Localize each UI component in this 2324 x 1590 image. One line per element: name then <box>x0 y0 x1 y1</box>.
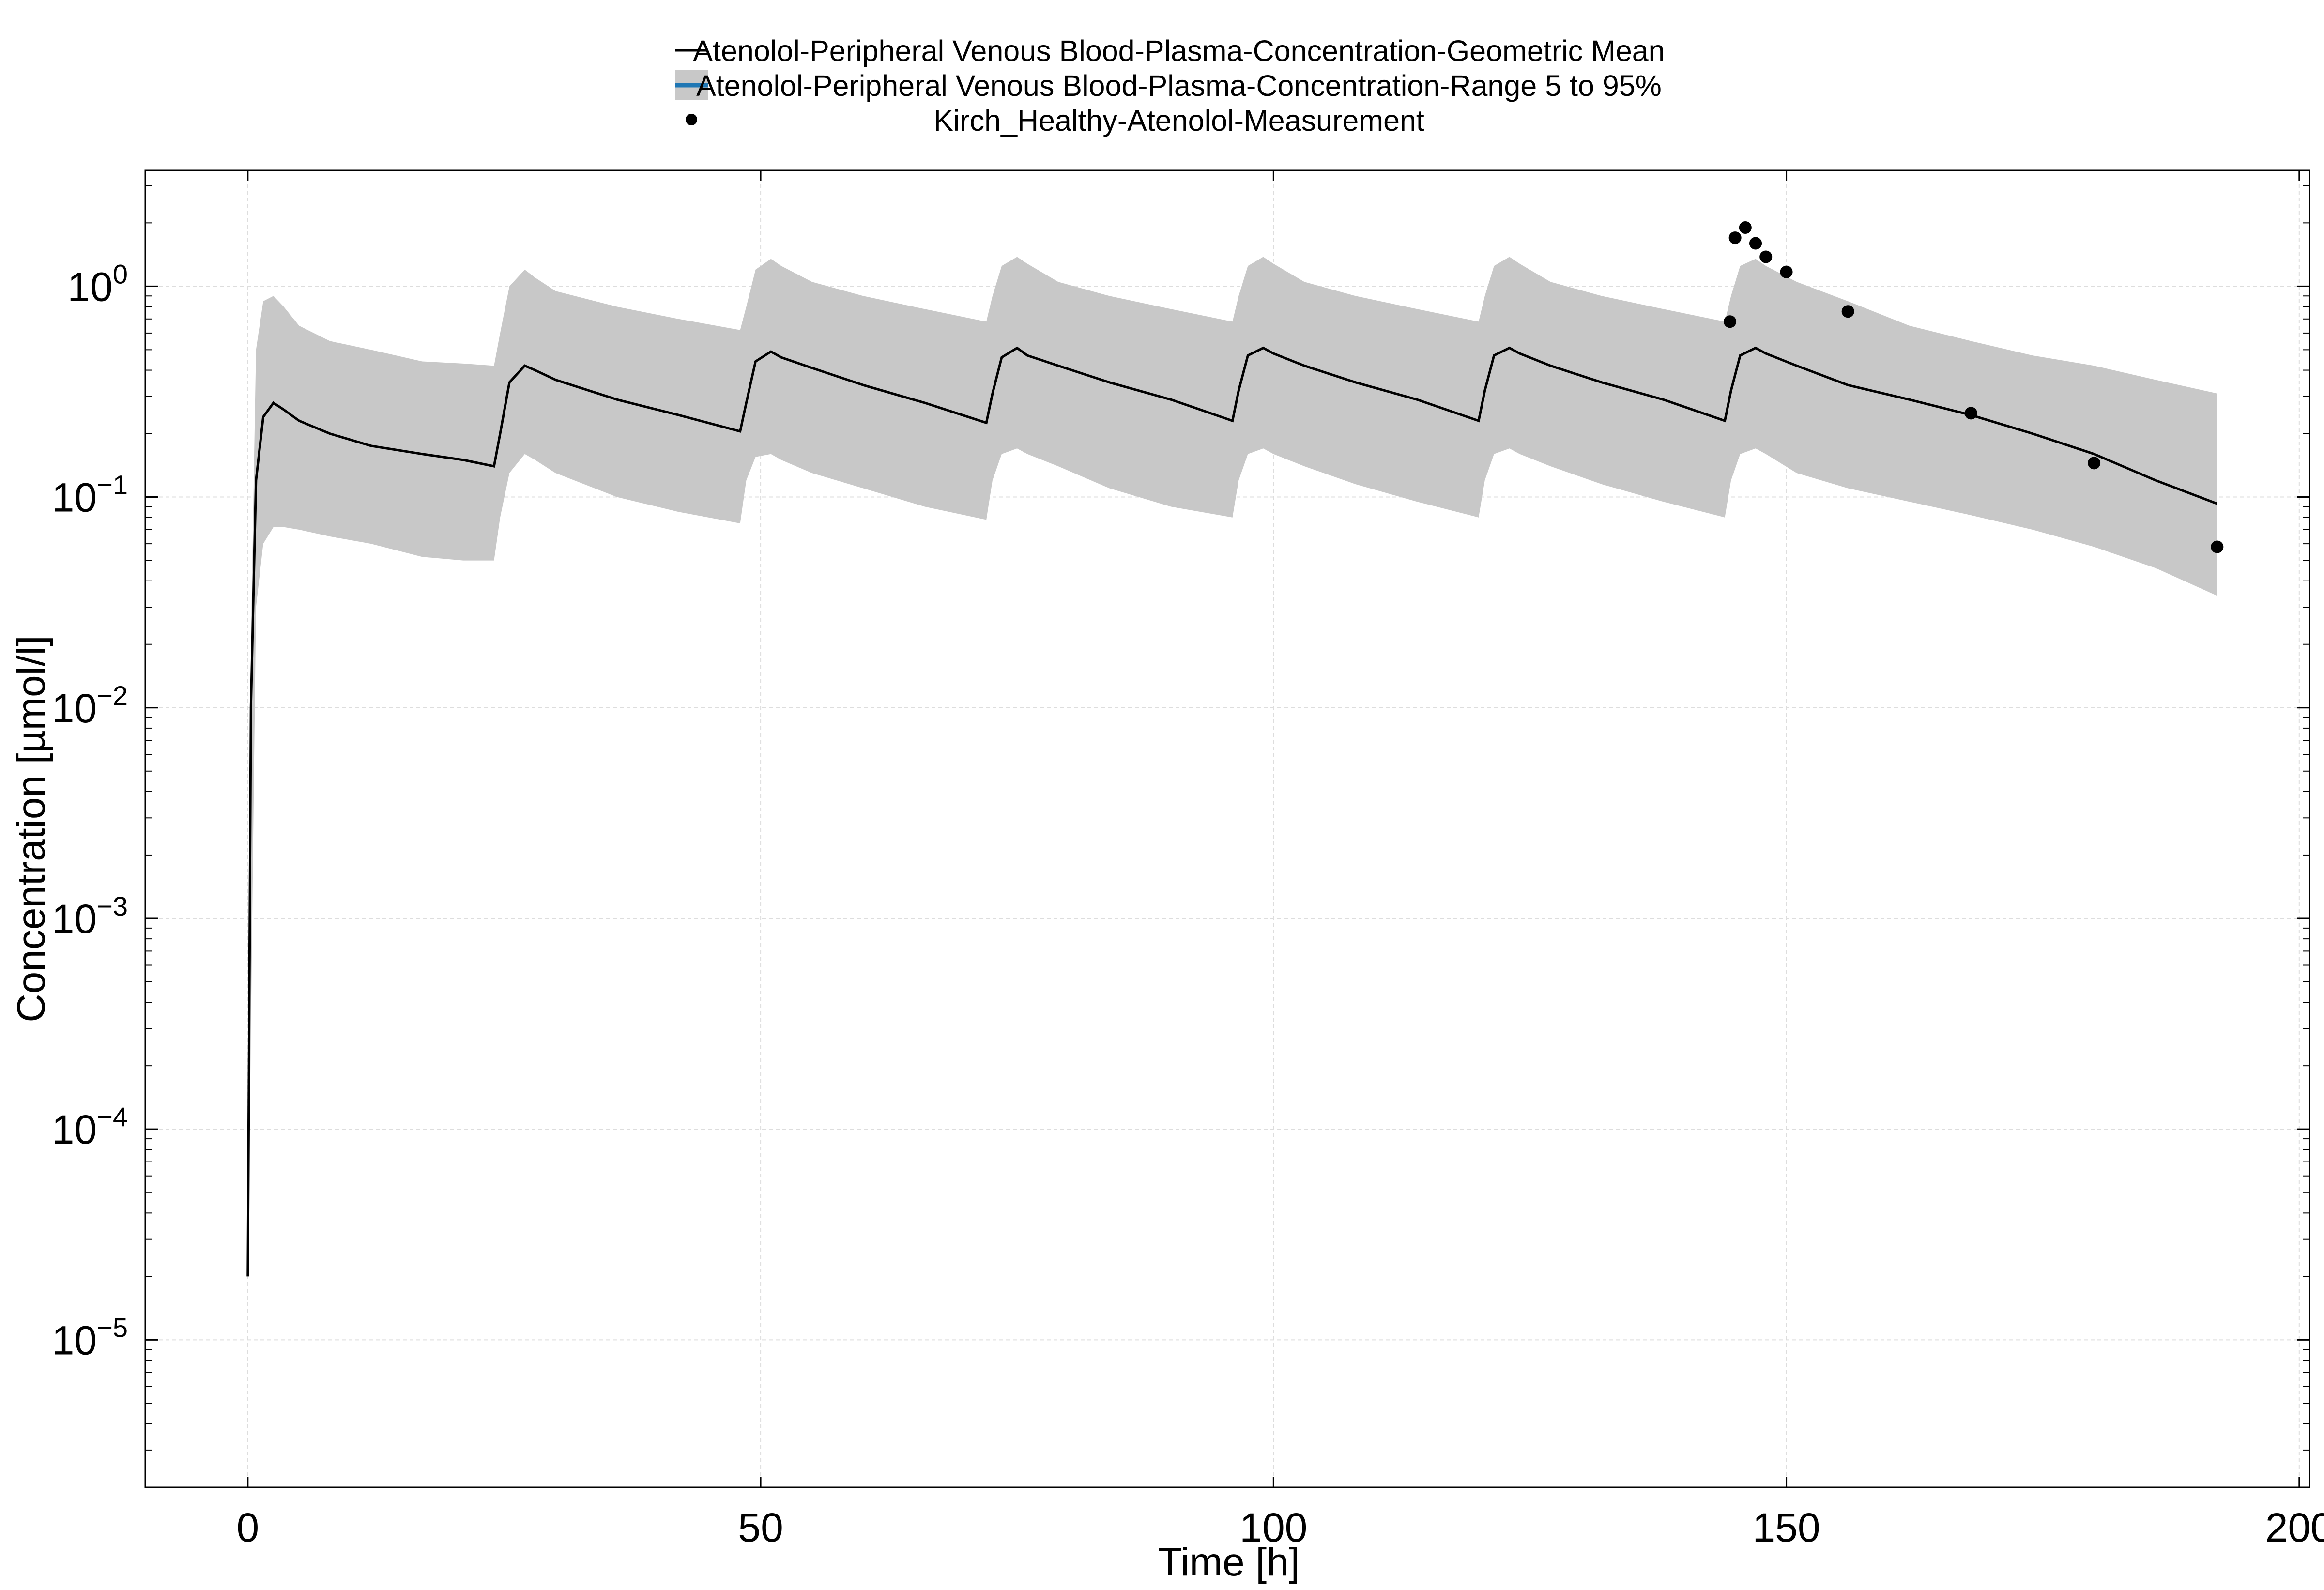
plot-area <box>144 169 2310 1488</box>
y-axis: 100 10−1 10−2 10−3 10−4 10−5 <box>52 185 2309 1488</box>
legend-label-range: Atenolol-Peripheral Venous Blood-Plasma-… <box>696 69 1662 102</box>
measurement-point <box>2088 457 2101 470</box>
x-axis: 0 50 100 150 200 <box>236 170 2324 1550</box>
x-tick-label: 0 <box>236 1505 259 1550</box>
geometric-mean-line <box>246 346 2218 1277</box>
y-axis-label: Concentration [µmol/l] <box>9 635 53 1022</box>
x-tick-label: 50 <box>738 1505 783 1550</box>
x-tick-label: 100 <box>1239 1505 1307 1550</box>
x-tick-label: 200 <box>2265 1505 2324 1550</box>
measurement-point <box>1724 315 1737 328</box>
measurement-point <box>1749 237 1762 250</box>
x-tick-label: 150 <box>1752 1505 1820 1550</box>
range-band-area <box>247 257 2217 1277</box>
legend-label-measurement: Kirch_Healthy-Atenolol-Measurement <box>933 104 1424 137</box>
measurement-point <box>1728 231 1742 245</box>
measurement-points <box>1724 221 2224 553</box>
measurement-point <box>1780 265 1793 278</box>
y-tick-label: 10−1 <box>52 470 128 520</box>
legend: Atenolol-Peripheral Venous Blood-Plasma-… <box>675 34 1665 137</box>
y-tick-label: 10−5 <box>52 1312 128 1363</box>
y-tick-label: 10−2 <box>52 680 128 731</box>
y-tick-label: 100 <box>67 259 128 309</box>
legend-label-geometric-mean: Atenolol-Peripheral Venous Blood-Plasma-… <box>693 34 1665 67</box>
plot-frame <box>144 169 2310 1488</box>
measurement-point <box>1739 221 1752 234</box>
x-axis-label: Time [h] <box>1158 1540 1300 1584</box>
y-tick-label: 10−4 <box>52 1101 128 1152</box>
measurement-point <box>2211 540 2224 553</box>
measurement-point <box>1841 305 1854 318</box>
y-tick-label: 10−3 <box>52 891 128 942</box>
legend-measurement-dot-swatch <box>686 114 697 125</box>
measurement-point <box>1759 250 1773 263</box>
measurement-point <box>1964 407 1977 420</box>
